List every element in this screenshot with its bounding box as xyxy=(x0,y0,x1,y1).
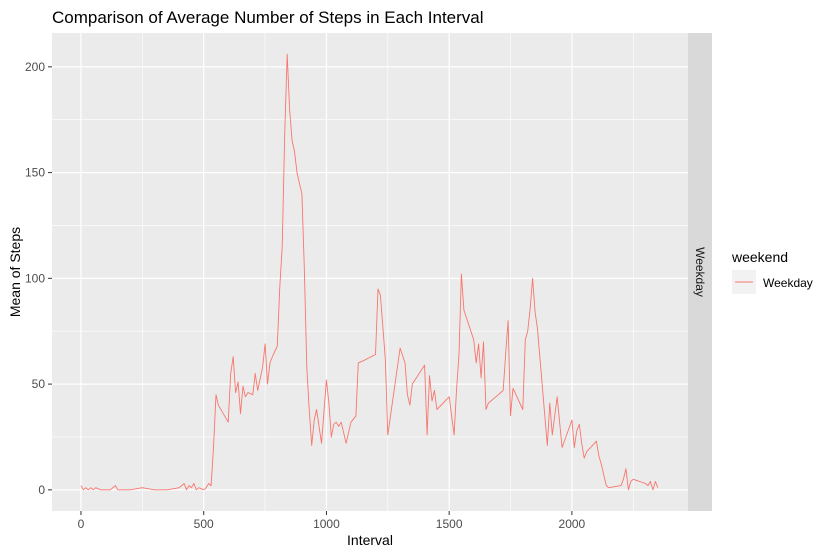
y-tick-label: 0 xyxy=(38,483,45,497)
y-tick-label: 150 xyxy=(25,166,45,180)
x-axis: 0 500 1000 1500 2000 xyxy=(78,511,586,531)
x-tick-label: 2000 xyxy=(559,517,586,531)
legend-entry-label: Weekday xyxy=(763,276,813,290)
plot-panel xyxy=(52,33,688,511)
y-tick-label: 200 xyxy=(25,60,45,74)
x-tick-label: 0 xyxy=(78,517,85,531)
facet-strip xyxy=(688,33,712,511)
x-tick-label: 1500 xyxy=(436,517,463,531)
chart-title: Comparison of Average Number of Steps in… xyxy=(52,8,484,27)
y-tick-label: 50 xyxy=(32,377,46,391)
legend: weekend Weekday xyxy=(731,249,813,294)
facet-strip-label: Weekday xyxy=(693,247,707,297)
x-tick-label: 1000 xyxy=(313,517,340,531)
series-line-weekday xyxy=(80,53,659,491)
legend-title: weekend xyxy=(731,249,788,265)
series-layer xyxy=(80,53,659,491)
y-tick-label: 100 xyxy=(25,271,45,285)
y-axis-title: Mean of Steps xyxy=(7,227,23,317)
x-axis-title: Interval xyxy=(347,532,393,548)
x-tick-label: 500 xyxy=(194,517,214,531)
y-axis: 0 50 100 150 200 xyxy=(25,60,52,497)
gridlines xyxy=(19,33,688,511)
